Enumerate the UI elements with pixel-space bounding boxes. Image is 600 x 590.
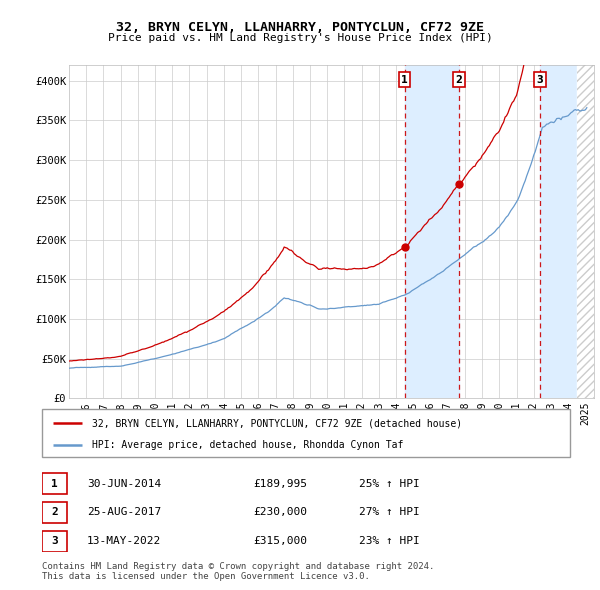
Text: Contains HM Land Registry data © Crown copyright and database right 2024.: Contains HM Land Registry data © Crown c… xyxy=(42,562,434,571)
Text: 3: 3 xyxy=(51,536,58,546)
Bar xyxy=(540,65,587,398)
Text: 2: 2 xyxy=(51,507,58,517)
FancyBboxPatch shape xyxy=(42,502,67,523)
Bar xyxy=(577,65,594,398)
Text: 13-MAY-2022: 13-MAY-2022 xyxy=(87,536,161,546)
Text: £189,995: £189,995 xyxy=(253,478,307,489)
Text: 1: 1 xyxy=(401,75,408,85)
Text: 23% ↑ HPI: 23% ↑ HPI xyxy=(359,536,419,546)
Text: 3: 3 xyxy=(537,75,544,85)
FancyBboxPatch shape xyxy=(42,473,67,494)
Bar xyxy=(404,65,459,398)
Text: 27% ↑ HPI: 27% ↑ HPI xyxy=(359,507,419,517)
Text: 25-AUG-2017: 25-AUG-2017 xyxy=(87,507,161,517)
Text: 1: 1 xyxy=(51,478,58,489)
FancyBboxPatch shape xyxy=(42,531,67,552)
Text: HPI: Average price, detached house, Rhondda Cynon Taf: HPI: Average price, detached house, Rhon… xyxy=(92,440,404,450)
Text: Price paid vs. HM Land Registry's House Price Index (HPI): Price paid vs. HM Land Registry's House … xyxy=(107,33,493,43)
Text: 25% ↑ HPI: 25% ↑ HPI xyxy=(359,478,419,489)
Text: This data is licensed under the Open Government Licence v3.0.: This data is licensed under the Open Gov… xyxy=(42,572,370,581)
Bar xyxy=(577,65,594,398)
Text: £230,000: £230,000 xyxy=(253,507,307,517)
Text: 2: 2 xyxy=(455,75,462,85)
Text: 32, BRYN CELYN, LLANHARRY, PONTYCLUN, CF72 9ZE (detached house): 32, BRYN CELYN, LLANHARRY, PONTYCLUN, CF… xyxy=(92,418,462,428)
FancyBboxPatch shape xyxy=(42,409,570,457)
Text: 32, BRYN CELYN, LLANHARRY, PONTYCLUN, CF72 9ZE: 32, BRYN CELYN, LLANHARRY, PONTYCLUN, CF… xyxy=(116,21,484,34)
Text: 30-JUN-2014: 30-JUN-2014 xyxy=(87,478,161,489)
Text: £315,000: £315,000 xyxy=(253,536,307,546)
